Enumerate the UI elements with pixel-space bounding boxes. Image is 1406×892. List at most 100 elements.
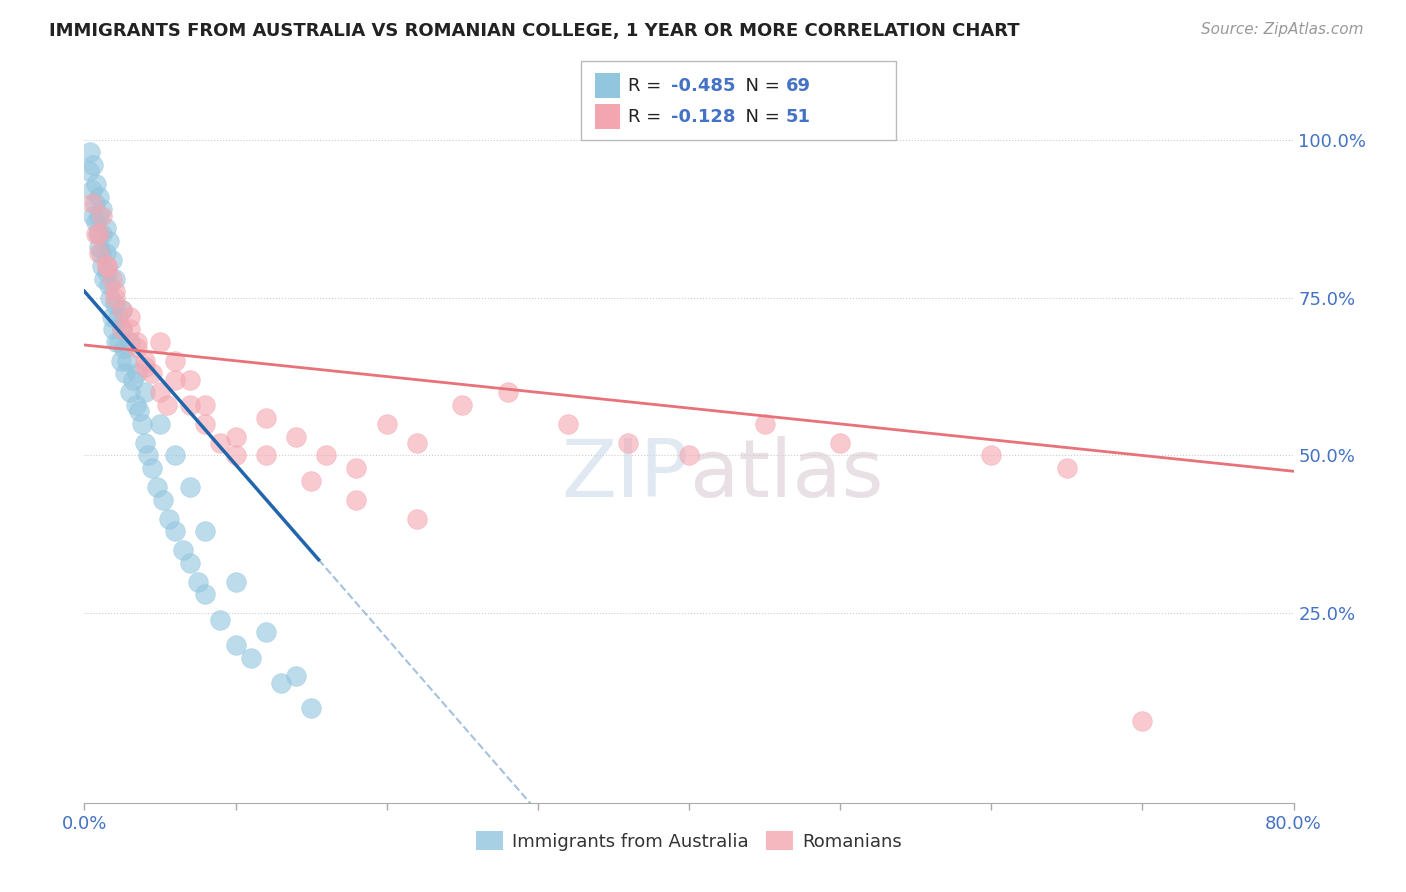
Point <box>152 492 174 507</box>
Point <box>194 587 217 601</box>
Point <box>79 145 101 160</box>
Text: ZIP: ZIP <box>561 435 689 514</box>
Text: R =: R = <box>628 108 668 126</box>
Point <box>89 227 111 242</box>
Point <box>239 650 262 665</box>
Point <box>156 398 179 412</box>
Point <box>114 367 136 381</box>
Point <box>299 474 322 488</box>
Point <box>179 480 201 494</box>
Point <box>209 435 232 450</box>
Point <box>346 492 368 507</box>
Point <box>111 303 134 318</box>
Point <box>111 322 134 336</box>
Point <box>134 385 156 400</box>
Point <box>187 574 209 589</box>
Text: R =: R = <box>628 77 668 95</box>
Text: N =: N = <box>734 108 786 126</box>
Point <box>100 271 122 285</box>
Point <box>118 322 141 336</box>
Point <box>375 417 398 431</box>
Point <box>557 417 579 431</box>
Point <box>830 435 852 450</box>
Point <box>225 638 247 652</box>
Point <box>149 334 172 349</box>
Point <box>125 398 148 412</box>
Point <box>80 195 103 210</box>
Text: atlas: atlas <box>689 435 883 514</box>
Point <box>96 259 118 273</box>
Point <box>127 367 149 381</box>
Point <box>111 303 134 318</box>
Point <box>254 449 277 463</box>
Point <box>89 209 111 223</box>
Point <box>86 215 108 229</box>
Point <box>94 221 117 235</box>
Point <box>96 259 118 273</box>
Point <box>225 429 247 443</box>
Point <box>254 410 277 425</box>
Point <box>115 353 138 368</box>
Point <box>87 227 110 242</box>
Point <box>97 277 120 292</box>
Point <box>165 449 187 463</box>
Point <box>315 449 337 463</box>
Point <box>134 360 156 375</box>
Point <box>82 209 104 223</box>
Point <box>406 511 429 525</box>
Point <box>80 183 103 197</box>
Point <box>105 334 128 349</box>
Point <box>89 189 111 203</box>
Point <box>754 417 776 431</box>
Point <box>101 322 124 336</box>
Point <box>451 398 474 412</box>
Point <box>172 543 194 558</box>
Point <box>194 398 217 412</box>
Point <box>225 574 247 589</box>
Point <box>86 177 108 191</box>
Point <box>165 353 187 368</box>
Point <box>209 613 232 627</box>
Point <box>127 341 149 355</box>
Point <box>100 310 122 324</box>
Text: Source: ZipAtlas.com: Source: ZipAtlas.com <box>1201 22 1364 37</box>
Legend: Immigrants from Australia, Romanians: Immigrants from Australia, Romanians <box>468 824 910 858</box>
Point <box>118 310 141 324</box>
Point <box>127 334 149 349</box>
Point <box>100 252 122 267</box>
Point <box>141 367 163 381</box>
Point <box>496 385 519 400</box>
Point <box>678 449 700 463</box>
Point <box>149 385 172 400</box>
Point <box>89 240 111 254</box>
Text: IMMIGRANTS FROM AUSTRALIA VS ROMANIAN COLLEGE, 1 YEAR OR MORE CORRELATION CHART: IMMIGRANTS FROM AUSTRALIA VS ROMANIAN CO… <box>49 22 1019 40</box>
Point <box>108 334 131 349</box>
Point <box>617 435 640 450</box>
Point <box>406 435 429 450</box>
Point <box>86 227 108 242</box>
Point <box>118 385 141 400</box>
Point <box>90 246 112 260</box>
Point <box>98 291 121 305</box>
Point <box>94 246 117 260</box>
Point <box>134 435 156 450</box>
Point <box>93 271 115 285</box>
Point <box>110 353 132 368</box>
Text: 69: 69 <box>786 77 811 95</box>
Text: 51: 51 <box>786 108 811 126</box>
Point <box>346 461 368 475</box>
Point <box>121 373 143 387</box>
Point <box>1056 461 1078 475</box>
Point <box>77 164 100 178</box>
Point <box>179 373 201 387</box>
Point <box>118 334 141 349</box>
Point <box>1130 714 1153 728</box>
Text: -0.128: -0.128 <box>671 108 735 126</box>
Point <box>104 291 127 305</box>
Point <box>91 227 114 242</box>
Point <box>254 625 277 640</box>
Point <box>285 669 308 683</box>
Point <box>128 404 150 418</box>
Point <box>157 511 180 525</box>
Point <box>165 524 187 539</box>
